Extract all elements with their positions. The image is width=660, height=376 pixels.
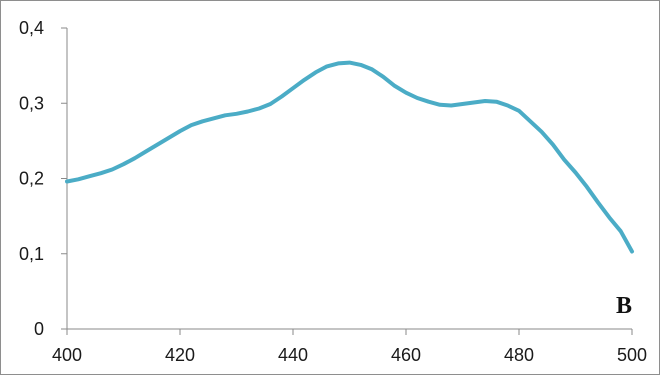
x-tick-label: 500	[617, 345, 647, 365]
x-tick-labels: 400 420 440 460 480 500	[52, 345, 647, 365]
series-layer	[65, 60, 634, 254]
y-tick-label: 0,2	[19, 169, 44, 189]
x-tick-label: 480	[504, 345, 534, 365]
panel-label: B	[616, 293, 632, 319]
chart-axes	[61, 27, 633, 335]
x-tick-label: 460	[391, 345, 421, 365]
y-tick-label: 0,4	[19, 18, 44, 38]
y-tick-labels: 0 0,1 0,2 0,3 0,4	[19, 18, 44, 339]
series-line	[65, 60, 634, 254]
y-tick-label: 0,3	[19, 93, 44, 113]
x-tick-label: 420	[165, 345, 195, 365]
x-tick-label: 440	[278, 345, 308, 365]
y-tick-label: 0,1	[19, 244, 44, 264]
y-tick-label: 0	[34, 319, 44, 339]
x-tick-label: 400	[52, 345, 82, 365]
